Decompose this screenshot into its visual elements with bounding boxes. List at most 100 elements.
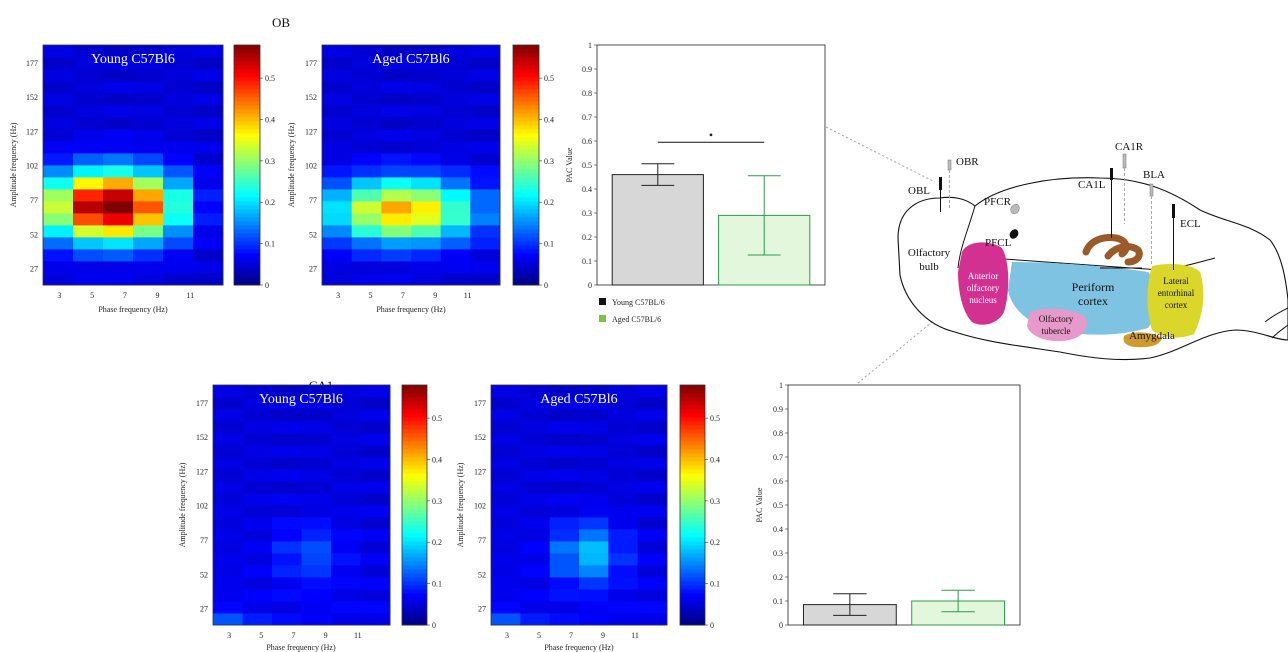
- heatmap-cell: [411, 129, 442, 142]
- y-tick-label: 0.7: [773, 453, 783, 462]
- heatmap-cell: [549, 529, 580, 542]
- colorbar-segment: [234, 149, 260, 154]
- error-bar-young: [833, 593, 867, 616]
- colorbar-segment: [680, 401, 705, 406]
- colorbar-ob-young: 0 0.1 0.2 0.3 0.4 0.5: [233, 44, 275, 290]
- heatmap-cell: [331, 529, 361, 542]
- colorbar-segment: [402, 449, 427, 454]
- heatmap-title: Young C57Bl6: [91, 52, 175, 67]
- colorbar-segment: [402, 393, 427, 398]
- heatmap-cell: [242, 445, 273, 458]
- colorbar-segment: [680, 473, 705, 478]
- heatmap-frame: [212, 384, 391, 626]
- heatmap-cell: [73, 213, 104, 226]
- heatmap-cell: [133, 273, 164, 286]
- heatmap-cell: [301, 493, 332, 506]
- heatmap-cell: [491, 433, 521, 446]
- heatmap-cell: [133, 225, 164, 238]
- y-tick-label: 152: [196, 433, 208, 442]
- heatmap-cell: [193, 45, 224, 58]
- x-tick-label: 3: [505, 631, 509, 640]
- heatmap-cell: [322, 105, 353, 118]
- x-tick-label: 7: [123, 291, 127, 300]
- colorbar-segment: [234, 245, 260, 250]
- colorbar-segment: [234, 249, 260, 254]
- colorbar-segment: [234, 229, 260, 234]
- x-tick-label: 11: [186, 291, 194, 300]
- heatmap-cell: [579, 433, 609, 446]
- heatmap-cell: [163, 105, 194, 118]
- heatmap-cell: [637, 493, 668, 506]
- heatmap-cell: [440, 45, 471, 58]
- colorbar-segment: [513, 205, 539, 210]
- colorbar-segment: [513, 193, 539, 198]
- colorbar-segment: [680, 389, 705, 394]
- heatmap-cell: [73, 249, 104, 262]
- significance-marker: •: [709, 128, 713, 142]
- y-tick-label: 77: [200, 536, 208, 545]
- error-bar-aged: [941, 589, 975, 613]
- colorbar-segment: [513, 137, 539, 142]
- heatmap-cell: [520, 541, 551, 554]
- heatmap-cell: [411, 237, 442, 250]
- heatmap-cell: [43, 93, 74, 106]
- colorbar-segment: [234, 257, 260, 262]
- y-tick-label: 0.2: [773, 573, 783, 582]
- heatmap-cell: [549, 601, 580, 614]
- heatmap-cell: [470, 141, 501, 154]
- heatmap-cell: [73, 273, 104, 286]
- heatmap-cell: [43, 261, 74, 274]
- colorbar-segment: [402, 445, 427, 450]
- heatmap-cell: [103, 249, 134, 262]
- colorbar-segment: [234, 157, 260, 162]
- heatmap-cell: [608, 553, 639, 566]
- heatmap-cell: [381, 177, 412, 190]
- colorbar-frame: [233, 44, 261, 286]
- heatmap-cell: [637, 457, 668, 470]
- heatmap-cell: [491, 589, 521, 602]
- heatmap-cell: [322, 45, 353, 58]
- heatmap-cell: [579, 589, 609, 602]
- heatmap-cell: [43, 225, 74, 238]
- heatmap-cell: [579, 601, 609, 614]
- x-tick-label: 9: [601, 631, 605, 640]
- heatmap-cell: [360, 385, 391, 398]
- colorbar-segment: [234, 121, 260, 126]
- colorbar-segment: [513, 173, 539, 178]
- colorbar-segment: [402, 533, 427, 538]
- heatmap-cell: [213, 529, 243, 542]
- heatmap-cell: [103, 81, 134, 94]
- heatmap-cell: [351, 165, 382, 178]
- heatmap-cell: [520, 409, 551, 422]
- colorbar-tick-label: 0.1: [265, 240, 275, 249]
- heatmap-cell: [549, 613, 580, 626]
- heatmap-cell: [322, 57, 353, 70]
- heatmap-cell: [73, 237, 104, 250]
- heatmap-cell: [73, 189, 104, 202]
- heatmap-cell: [133, 213, 164, 226]
- error-bar-aged: [747, 175, 781, 256]
- heatmap-cell: [440, 261, 471, 274]
- heatmap-cell: [213, 421, 243, 434]
- heatmap-cell: [103, 237, 134, 250]
- colorbar-tick-label: 0.5: [710, 414, 720, 423]
- colorbar-segment: [402, 617, 427, 622]
- heatmap-cell: [579, 469, 609, 482]
- heatmap-cell: [322, 177, 353, 190]
- colorbar-segment: [513, 181, 539, 186]
- colorbar-segment: [680, 549, 705, 554]
- heatmap-cell: [411, 105, 442, 118]
- heatmap-cell: [440, 69, 471, 82]
- heatmap-cell: [163, 165, 194, 178]
- heatmap-cell: [43, 273, 74, 286]
- heatmap-cell: [351, 237, 382, 250]
- heatmap-cell: [242, 505, 273, 518]
- heatmap-cell: [272, 589, 302, 602]
- colorbar-segment: [680, 497, 705, 502]
- heatmap-cell: [193, 261, 224, 274]
- heatmap-cell: [272, 469, 302, 482]
- heatmap-cell: [43, 213, 74, 226]
- heatmap-cell: [43, 177, 74, 190]
- heatmap-cell: [440, 57, 471, 70]
- heatmap-cell: [331, 553, 361, 566]
